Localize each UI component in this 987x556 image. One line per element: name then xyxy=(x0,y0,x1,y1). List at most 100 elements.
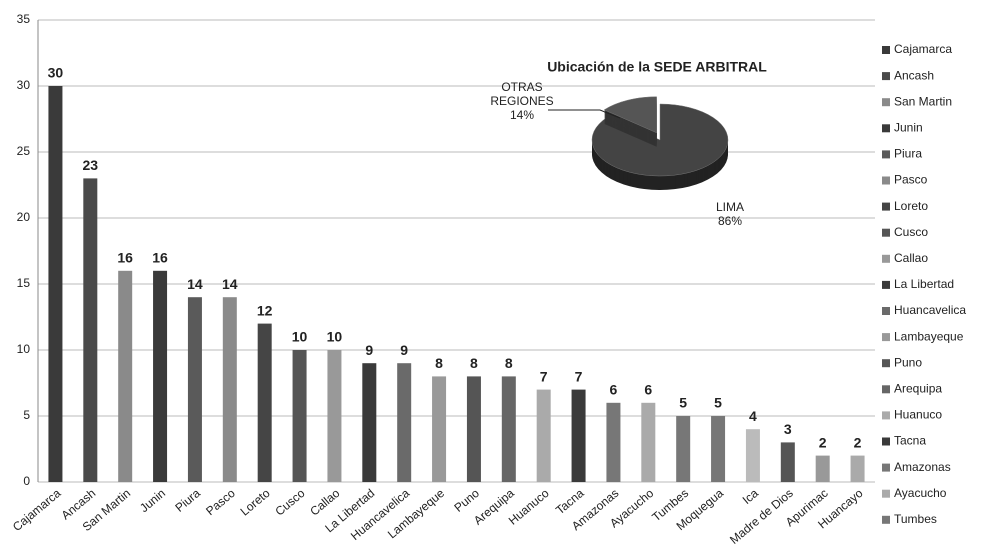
data-label: 9 xyxy=(400,342,408,358)
legend-label: Ancash xyxy=(894,68,934,82)
bar xyxy=(501,376,516,482)
bar xyxy=(327,350,342,482)
data-label: 7 xyxy=(540,368,548,384)
data-label: 14 xyxy=(222,276,238,292)
legend-label: Huanuco xyxy=(894,408,942,422)
data-label: 9 xyxy=(365,342,373,358)
y-tick-label: 20 xyxy=(17,210,31,224)
bar xyxy=(257,323,272,482)
legend-label: San Martin xyxy=(894,94,952,108)
legend-swatch xyxy=(882,385,890,394)
pie-label: LIMA xyxy=(715,200,744,214)
pie-title: Ubicación de la SEDE ARBITRAL xyxy=(547,59,767,75)
bar xyxy=(83,178,98,482)
bar xyxy=(48,86,63,482)
bar xyxy=(118,270,133,482)
bar xyxy=(641,402,656,482)
data-label: 5 xyxy=(679,395,687,411)
data-label: 12 xyxy=(257,302,273,318)
x-tick-label: Pasco xyxy=(203,486,238,518)
legend-swatch xyxy=(882,333,890,342)
data-label: 10 xyxy=(327,329,343,345)
bar xyxy=(571,389,586,482)
legend-swatch xyxy=(882,463,890,472)
x-tick-label: Cusco xyxy=(272,486,307,519)
legend-swatch xyxy=(882,489,890,498)
data-label: 10 xyxy=(292,329,308,345)
legend-swatch xyxy=(882,515,890,524)
y-tick-label: 10 xyxy=(17,342,31,356)
y-tick-label: 0 xyxy=(23,474,30,488)
legend-label: Lambayeque xyxy=(894,329,964,343)
data-label: 2 xyxy=(854,434,862,450)
bar xyxy=(432,376,447,482)
bar xyxy=(815,455,830,482)
y-tick-label: 35 xyxy=(17,12,31,26)
bar xyxy=(153,270,168,482)
y-tick-label: 15 xyxy=(17,276,31,290)
legend-label: Amazonas xyxy=(894,460,951,474)
legend-label: Arequipa xyxy=(894,381,942,395)
legend-label: Ayacucho xyxy=(894,486,947,500)
legend-label: Cajamarca xyxy=(894,42,952,56)
legend-label: Huancavelica xyxy=(894,303,966,317)
legend-swatch xyxy=(882,124,890,133)
data-label: 2 xyxy=(819,434,827,450)
legend-label: Loreto xyxy=(894,199,928,213)
pie-value-label: 86% xyxy=(717,214,743,228)
data-label: 7 xyxy=(575,368,583,384)
data-label: 8 xyxy=(505,355,513,371)
bar xyxy=(780,442,795,482)
legend-label: La Libertad xyxy=(894,277,954,291)
data-label: 14 xyxy=(187,276,203,292)
x-tick-label: Ica xyxy=(740,486,762,507)
legend-label: Puno xyxy=(894,355,922,369)
legend-swatch xyxy=(882,280,890,289)
y-tick-label: 5 xyxy=(23,408,30,422)
data-label: 8 xyxy=(470,355,478,371)
bar xyxy=(362,363,377,482)
bar xyxy=(222,297,237,482)
data-label: 8 xyxy=(435,355,443,371)
bar xyxy=(745,429,760,482)
data-label: 6 xyxy=(610,382,618,398)
x-tick-label: Cajamarca xyxy=(10,486,64,534)
y-tick-label: 30 xyxy=(17,78,31,92)
legend-swatch xyxy=(882,98,890,107)
legend-swatch xyxy=(882,72,890,81)
x-tick-label: Piura xyxy=(172,486,203,515)
bar xyxy=(711,416,726,482)
legend-label: Cusco xyxy=(894,225,928,239)
legend-swatch xyxy=(882,359,890,368)
data-label: 30 xyxy=(48,65,64,81)
bar xyxy=(606,402,621,482)
leader-line xyxy=(548,109,621,119)
legend-swatch xyxy=(882,437,890,446)
pie-label: OTRAS REGIONES xyxy=(490,80,554,108)
y-tick-label: 25 xyxy=(17,144,31,158)
legend-label: Tumbes xyxy=(894,512,937,526)
bar xyxy=(397,363,412,482)
legend-swatch xyxy=(882,150,890,159)
x-tick-label: Junin xyxy=(137,486,168,515)
legend-swatch xyxy=(882,254,890,263)
legend-label: Pasco xyxy=(894,173,928,187)
bar xyxy=(292,350,307,482)
pie-slice xyxy=(591,103,729,177)
legend-label: Junin xyxy=(894,120,923,134)
legend-swatch xyxy=(882,176,890,185)
data-label: 23 xyxy=(83,157,99,173)
data-label: 4 xyxy=(749,408,757,424)
data-label: 16 xyxy=(117,250,133,266)
legend-label: Callao xyxy=(894,251,928,265)
data-label: 5 xyxy=(714,395,722,411)
bar xyxy=(466,376,481,482)
legend-swatch xyxy=(882,202,890,211)
legend-swatch xyxy=(882,46,890,54)
bar xyxy=(676,416,691,482)
legend-label: Tacna xyxy=(894,434,926,448)
legend-swatch xyxy=(882,411,890,420)
legend-swatch xyxy=(882,228,890,237)
data-label: 16 xyxy=(152,250,168,266)
